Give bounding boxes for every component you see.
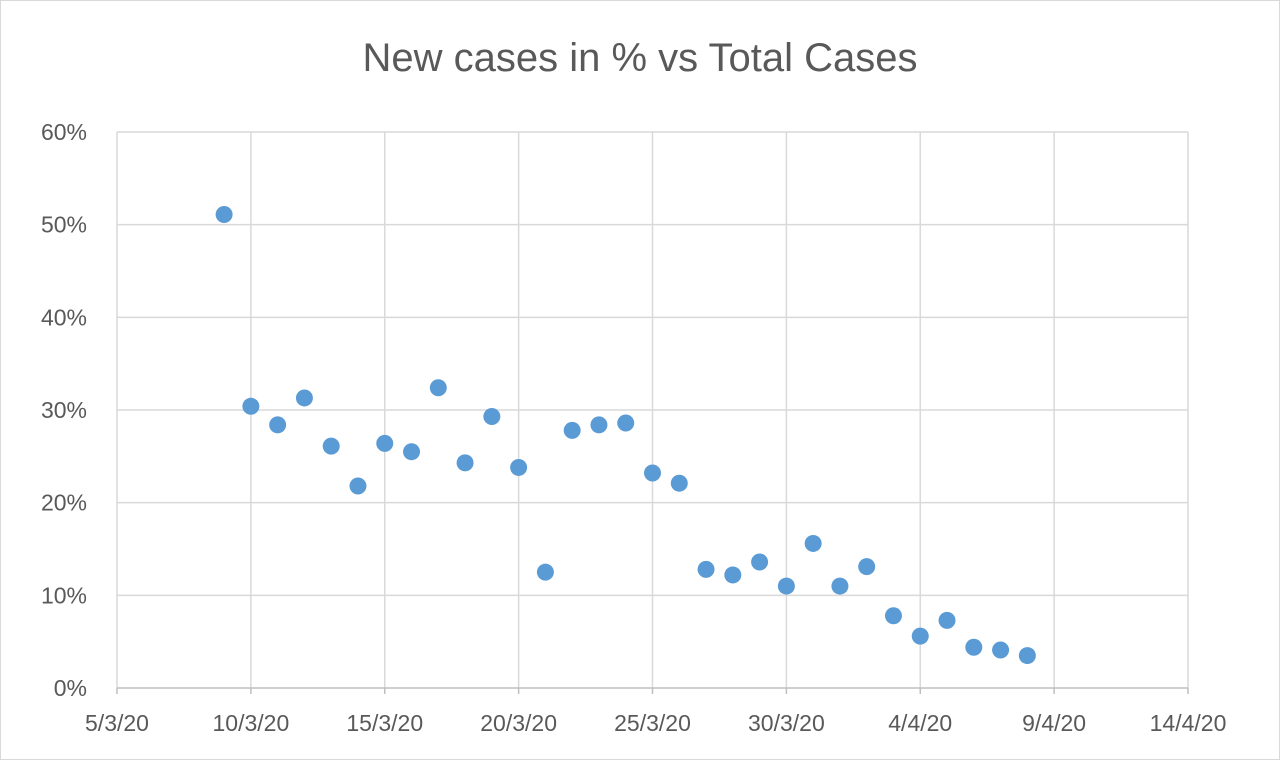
- data-point: [992, 641, 1010, 659]
- y-tick-label: 40%: [41, 304, 87, 330]
- data-point: [483, 407, 501, 425]
- data-point: [697, 560, 715, 578]
- data-point: [242, 397, 260, 415]
- data-point: [751, 553, 769, 571]
- data-point: [1018, 647, 1036, 665]
- data-point: [536, 563, 554, 581]
- x-tick-label: 25/3/20: [614, 710, 691, 736]
- data-point: [590, 416, 608, 434]
- x-tick-label: 15/3/20: [346, 710, 423, 736]
- data-point: [938, 611, 956, 629]
- data-point: [456, 454, 474, 472]
- data-point: [724, 566, 742, 584]
- data-point: [965, 638, 983, 656]
- chart-title: New cases in % vs Total Cases: [362, 36, 918, 80]
- x-tick-label: 30/3/20: [748, 710, 825, 736]
- y-tick-label: 10%: [41, 582, 87, 608]
- data-point: [429, 379, 447, 397]
- data-point: [804, 534, 822, 552]
- data-point: [510, 458, 528, 476]
- data-point: [269, 416, 287, 434]
- data-point: [403, 443, 421, 461]
- data-point: [911, 627, 929, 645]
- tick-labels: 0% 10% 20% 30% 40% 50% 60% 5/3/20 10/3/20 15/3/20…: [41, 119, 1226, 736]
- data-point: [322, 437, 340, 455]
- y-tick-label: 0%: [54, 675, 87, 701]
- x-tick-label: 9/4/20: [1022, 710, 1086, 736]
- data-point: [644, 464, 661, 482]
- data-point: [295, 389, 313, 407]
- data-point: [617, 414, 635, 432]
- y-tick-label: 30%: [41, 397, 87, 423]
- data-point: [670, 474, 688, 492]
- y-tick-label: 60%: [41, 119, 87, 145]
- data-point: [376, 434, 394, 452]
- data-point: [777, 577, 795, 595]
- data-point: [349, 477, 367, 495]
- x-tick-label: 14/4/20: [1150, 710, 1227, 736]
- data-point: [884, 607, 902, 625]
- gridlines: [116, 131, 1189, 688]
- y-tick-label: 20%: [41, 490, 87, 516]
- data-points: [215, 205, 1036, 665]
- y-tick-label: 50%: [41, 212, 87, 238]
- axes: [116, 687, 1189, 694]
- x-tick-label: 4/4/20: [888, 710, 952, 736]
- data-point: [831, 577, 849, 595]
- data-point: [215, 205, 233, 223]
- x-tick-label: 10/3/20: [213, 710, 290, 736]
- x-tick-label: 20/3/20: [480, 710, 557, 736]
- data-point: [563, 421, 581, 439]
- data-point: [858, 558, 876, 576]
- x-tick-label: 5/3/20: [85, 710, 149, 736]
